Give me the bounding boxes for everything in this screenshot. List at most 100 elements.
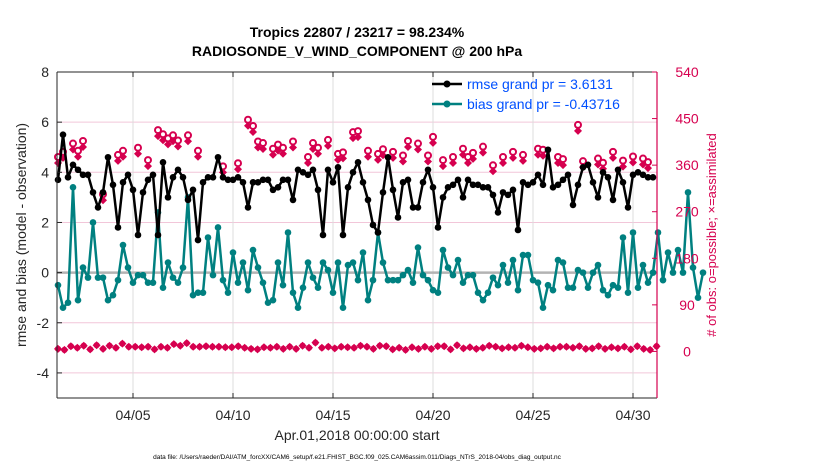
- obs-possible-point: [293, 345, 300, 352]
- rmse-point: [109, 181, 117, 189]
- obs-possible-point: [479, 344, 486, 351]
- bias-point: [644, 279, 652, 286]
- rmse-point: [519, 179, 527, 186]
- bias-point: [534, 279, 542, 286]
- rmse-point: [449, 181, 457, 189]
- bias-point: [484, 289, 492, 296]
- obs-assimilated-point: [489, 167, 497, 176]
- rmse-point: [589, 179, 597, 186]
- obs-assimilated-point: [194, 152, 202, 161]
- bias-point: [554, 256, 562, 264]
- rmse-point: [404, 176, 412, 184]
- obs-possible-point: [312, 339, 319, 346]
- obs-possible-point: [518, 342, 525, 349]
- rmse-point: [539, 181, 547, 189]
- bias-point: [334, 259, 342, 266]
- obs-possible-point: [338, 343, 345, 350]
- obs-possible-point: [634, 343, 641, 350]
- obs-assimilated-point: [509, 153, 517, 162]
- obs-assimilated-point: [449, 159, 457, 168]
- rmse-point: [569, 201, 577, 209]
- obs-possible-point: [627, 346, 634, 353]
- rmse-point: [224, 176, 232, 184]
- obs-possible-point: [640, 345, 647, 352]
- rmse-point: [599, 169, 607, 176]
- bias-point: [94, 274, 102, 281]
- obs-assimilated-point: [629, 158, 637, 167]
- rmse-point: [639, 171, 647, 179]
- rmse-point: [229, 176, 237, 184]
- bias-point: [559, 259, 567, 266]
- bias-point: [229, 249, 237, 256]
- obs-assimilated-point: [424, 157, 432, 166]
- y-tick-label: 8: [41, 64, 49, 80]
- bias-point: [84, 274, 92, 281]
- obs-possible-point: [563, 343, 570, 350]
- bias-point: [579, 269, 587, 276]
- rmse-point: [424, 166, 432, 174]
- obs-possible-point: [138, 344, 145, 351]
- obs-possible-point: [119, 340, 126, 347]
- bias-point: [354, 276, 362, 284]
- rmse-point: [219, 174, 227, 181]
- bias-point: [144, 279, 152, 286]
- y2-tick-label: 360: [675, 157, 699, 173]
- bias-point: [574, 266, 582, 274]
- bias-point: [604, 291, 612, 299]
- obs-assimilated-point: [279, 149, 287, 158]
- obs-assimilated-point: [364, 152, 372, 161]
- bias-point: [99, 274, 107, 281]
- bias-point: [244, 286, 252, 294]
- rmse-point: [74, 166, 82, 174]
- rmse-point: [284, 176, 292, 184]
- rmse-point: [614, 166, 622, 174]
- y-tick-label: 2: [41, 214, 49, 230]
- obs-possible-point: [589, 345, 596, 352]
- rmse-point: [349, 169, 357, 176]
- obs-possible-point: [608, 344, 615, 351]
- obs-possible-point: [647, 346, 654, 353]
- obs-possible-point: [93, 342, 100, 349]
- bias-point: [329, 289, 337, 296]
- obs-possible-point: [273, 343, 280, 350]
- obs-possible-point: [305, 344, 313, 351]
- y-axis-label: rmse and bias (model - observation): [13, 123, 29, 347]
- rmse-point: [199, 179, 207, 186]
- obs-possible-point: [170, 341, 177, 348]
- rmse-point: [79, 171, 87, 179]
- bias-point: [409, 279, 417, 286]
- bias-point: [509, 256, 517, 264]
- obs-possible-point: [408, 344, 416, 351]
- bias-point: [419, 271, 427, 279]
- bias-point: [599, 286, 607, 294]
- obs-possible-point: [350, 344, 358, 351]
- bias-point: [674, 246, 682, 254]
- x-tick-label: 04/15: [315, 407, 350, 423]
- obs-assimilated-point: [464, 159, 472, 168]
- obs-possible-point: [402, 346, 409, 353]
- bias-point: [669, 269, 677, 276]
- rmse-point: [244, 204, 252, 211]
- rmse-point: [604, 174, 612, 181]
- rmse-point: [494, 209, 502, 216]
- obs-assimilated-point: [644, 164, 652, 173]
- obs-possible-point: [396, 344, 403, 351]
- bias-point: [134, 271, 142, 279]
- rmse-point: [204, 174, 212, 181]
- obs-possible-point: [428, 345, 435, 352]
- bias-series: [54, 184, 707, 312]
- bias-point: [494, 281, 502, 289]
- y2-tick-label: 270: [675, 204, 699, 220]
- axes: -4 -2 0 2 4 6 8 0 90 180 270 360 450 540 04/05 04/10 04/…: [37, 64, 699, 423]
- obs-possible-point: [453, 342, 461, 349]
- x-tick-label: 04/30: [615, 407, 650, 423]
- rmse-line: [56, 133, 653, 242]
- bias-point: [129, 279, 137, 286]
- obs-assimilated-point: [184, 137, 192, 146]
- bias-point: [424, 276, 432, 284]
- bias-point: [544, 281, 552, 289]
- bias-point: [279, 281, 287, 289]
- obs-possible-point: [601, 345, 609, 352]
- bias-point: [234, 279, 242, 286]
- rmse-point: [299, 169, 307, 176]
